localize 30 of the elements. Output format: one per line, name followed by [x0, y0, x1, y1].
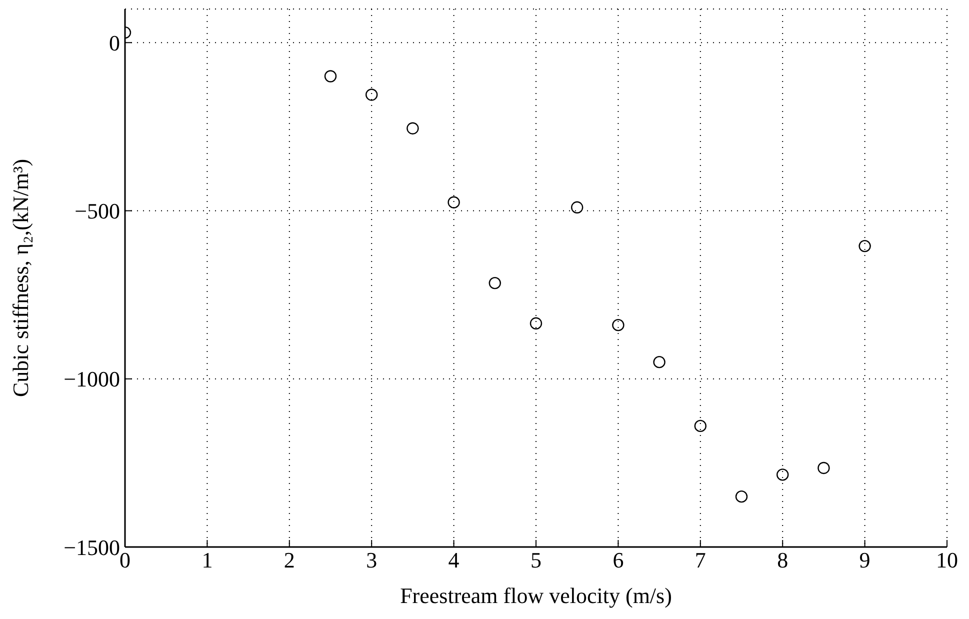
point [612, 318, 624, 332]
point [735, 490, 748, 503]
point [488, 276, 501, 290]
y-tick-label: −1000 [64, 366, 120, 392]
point [858, 240, 871, 252]
y-tick-label: 0 [109, 30, 120, 56]
x-tick-label: 8 [777, 548, 788, 573]
point [818, 462, 830, 474]
y-axis-title: Cubic stiffness, η₂,(kN/m³) [8, 158, 33, 398]
y-tick-label: −500 [74, 198, 120, 224]
point [571, 201, 584, 214]
x-axis-title: Freestream flow velocity (m/s) [400, 583, 672, 608]
x-tick-label: 7 [694, 548, 706, 573]
y-tick-label: −1500 [64, 534, 120, 560]
point [776, 468, 789, 481]
x-tick-label: 5 [530, 548, 542, 573]
x-tick-label: 10 [936, 548, 958, 573]
point [694, 420, 706, 432]
point [406, 122, 419, 134]
point [653, 356, 666, 368]
x-tick-label: 3 [366, 548, 378, 573]
x-tick-label: 9 [859, 548, 870, 573]
x-tick-label: 4 [448, 548, 460, 573]
point [366, 88, 378, 101]
x-tick-label: 6 [612, 548, 624, 573]
x-tick-label: 2 [284, 548, 295, 573]
point [530, 317, 542, 330]
point [448, 196, 460, 208]
point [324, 70, 337, 82]
x-tick-label: 1 [202, 548, 213, 573]
